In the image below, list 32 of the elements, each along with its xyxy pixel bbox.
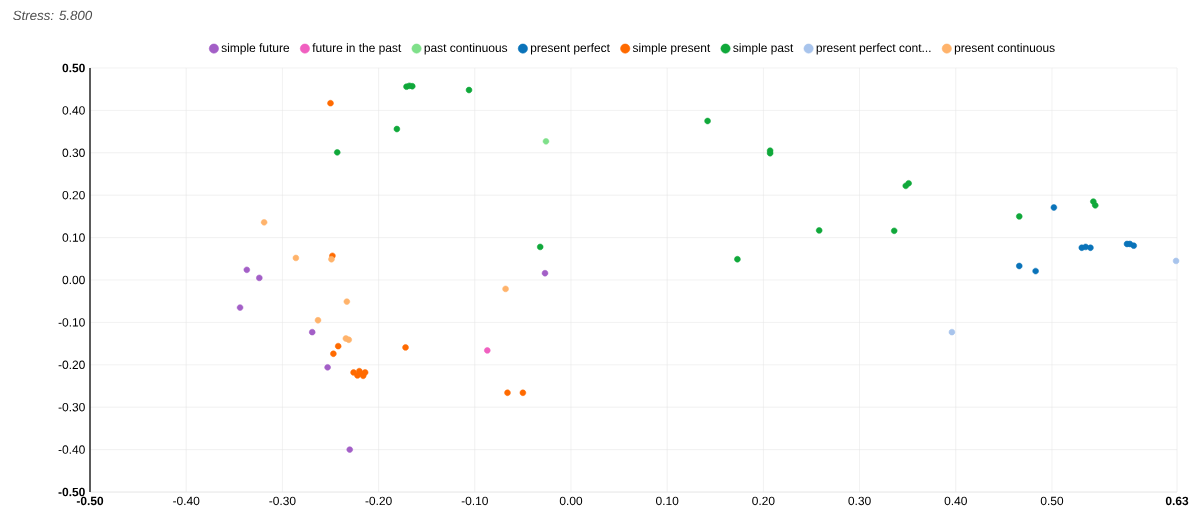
y-tick-label: -0.40 bbox=[58, 445, 85, 454]
x-tick-label: 0.00 bbox=[559, 496, 583, 506]
y-tick-label: 0.30 bbox=[62, 148, 85, 158]
y-tick-label: -0.50 bbox=[58, 487, 85, 497]
x-tick-label: 0.30 bbox=[848, 496, 871, 506]
legend-label: simple present bbox=[632, 43, 711, 55]
x-tick-label: 0.20 bbox=[752, 496, 775, 506]
x-tick-label: -0.30 bbox=[269, 496, 296, 506]
y-tick-label: -0.30 bbox=[58, 402, 85, 412]
y-tick-label: -0.10 bbox=[58, 318, 85, 327]
x-tick-label: -0.40 bbox=[173, 496, 200, 506]
x-tick-label: 0.10 bbox=[656, 496, 679, 506]
legend-label: future in the past bbox=[312, 43, 402, 55]
legend-label: present continuous bbox=[954, 43, 1055, 55]
y-tick-label: 0.50 bbox=[62, 63, 85, 73]
x-tick-label: 0.40 bbox=[944, 496, 967, 506]
y-tick-label: 0.10 bbox=[62, 233, 85, 242]
legend-label: past continuous bbox=[424, 43, 508, 55]
x-tick-label: 0.50 bbox=[1040, 496, 1064, 506]
y-tick-label: 0.00 bbox=[62, 275, 85, 285]
y-tick-label: 0.40 bbox=[62, 106, 85, 115]
x-tick-label: 0.63 bbox=[1165, 496, 1189, 506]
x-tick-label: -0.50 bbox=[76, 496, 104, 506]
x-tick-label: -0.10 bbox=[461, 496, 488, 506]
legend-label: simple past bbox=[733, 43, 794, 55]
legend-label: simple future bbox=[221, 43, 290, 55]
legend-label: present perfect cont... bbox=[816, 43, 931, 55]
legend-label: present perfect bbox=[530, 43, 610, 55]
y-tick-label: 0.20 bbox=[62, 190, 85, 200]
x-tick-label: -0.20 bbox=[365, 496, 392, 506]
chart-title: Stress: 5.800 bbox=[13, 10, 93, 21]
y-tick-label: -0.20 bbox=[58, 360, 85, 370]
